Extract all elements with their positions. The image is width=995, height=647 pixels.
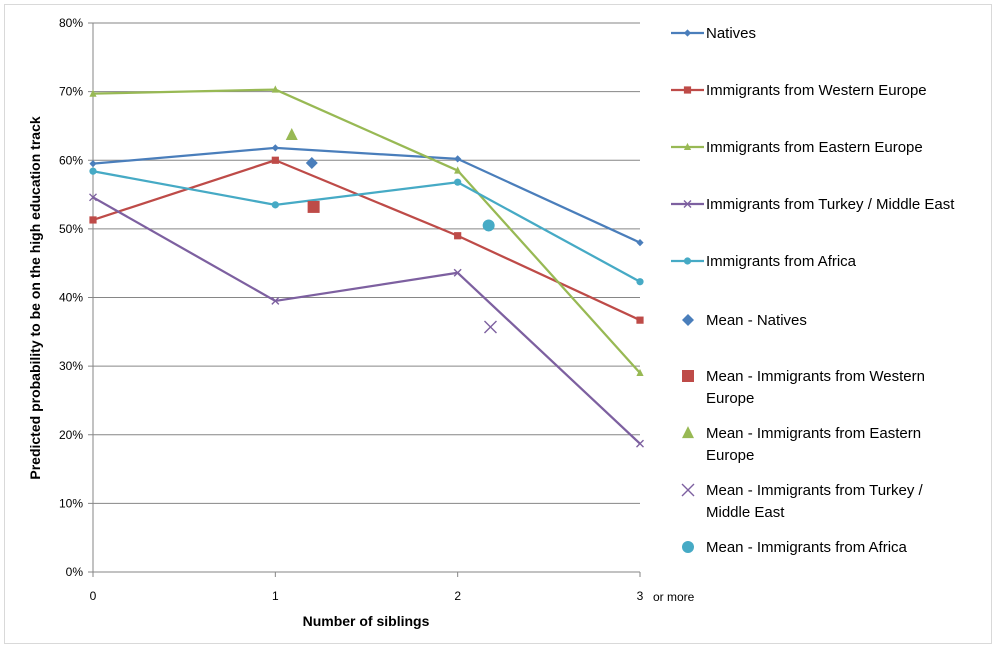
x-tick-label: 3 [637, 589, 644, 603]
legend-marker [682, 370, 694, 382]
data-point [636, 316, 644, 324]
legend-item-mean-immigrants-from-turkey-middle-east: Mean - Immigrants from Turkey / Middle Ea… [681, 482, 924, 521]
x-tick-label: 0 [90, 589, 97, 603]
legend-marker [682, 314, 694, 326]
legend-label: Middle East [706, 504, 785, 521]
legend-label: Immigrants from Western Europe [706, 82, 927, 99]
legend-item-immigrants-from-turkey-middle-east: Immigrants from Turkey / Middle East [671, 196, 955, 213]
mean-markers [285, 127, 497, 334]
legend-label: Mean - Immigrants from Turkey / [706, 482, 924, 499]
legend-item-mean-natives: Mean - Natives [682, 312, 807, 329]
x-tick-label: 1 [272, 589, 279, 603]
legend-item-mean-immigrants-from-western-europe: Mean - Immigrants from Western Europe [682, 368, 925, 407]
y-tick-label: 60% [59, 153, 83, 167]
legend: Natives Immigrants from Western Europe Imm… [671, 25, 955, 556]
legend-marker [683, 142, 692, 151]
data-point [89, 193, 97, 202]
series-immigrants-from-africa [89, 167, 644, 286]
legend-marker [681, 483, 695, 497]
data-point [636, 278, 644, 286]
x-tick-label: 2 [454, 589, 461, 603]
data-point [89, 167, 97, 175]
data-point [636, 439, 644, 448]
legend-label: Europe [706, 390, 754, 407]
y-axis-title: Predicted probability to be on the high … [27, 116, 43, 479]
series-line [92, 170, 641, 283]
y-tick-label: 20% [59, 428, 83, 442]
legend-label: Immigrants from Turkey / Middle East [706, 196, 955, 213]
series-immigrants-from-western-europe [89, 156, 644, 324]
data-point [271, 144, 279, 152]
legend-label: Natives [706, 25, 756, 42]
mean-point-mean-immigrants-from-eastern-europe [285, 127, 298, 140]
legend-marker [682, 541, 694, 553]
legend-item-immigrants-from-eastern-europe: Immigrants from Eastern Europe [671, 139, 923, 156]
data-point [636, 368, 644, 377]
legend-item-immigrants-from-western-europe: Immigrants from Western Europe [671, 82, 927, 99]
gridlines [93, 22, 640, 573]
x-tick-suffix: or more [653, 590, 695, 604]
y-tick-label: 80% [59, 16, 83, 30]
y-tick-label: 10% [59, 496, 83, 510]
mean-point-mean-immigrants-from-western-europe [307, 200, 320, 213]
y-tick-label: 50% [59, 222, 83, 236]
series-immigrants-from-turkey-middle-east [89, 193, 644, 448]
legend-item-mean-immigrants-from-eastern-europe: Mean - Immigrants from Eastern Europe [682, 425, 921, 464]
legend-label: Mean - Immigrants from Africa [706, 539, 908, 556]
y-tick-label: 70% [59, 85, 83, 99]
data-point [89, 216, 97, 224]
mean-point-mean-immigrants-from-turkey-middle-east [483, 320, 497, 334]
series-line [92, 88, 641, 374]
legend-item-natives: Natives [671, 25, 756, 42]
chart-frame [4, 4, 992, 644]
series-immigrants-from-eastern-europe [89, 85, 644, 377]
legend-label: Immigrants from Africa [706, 253, 857, 270]
legend-item-mean-immigrants-from-africa: Mean - Immigrants from Africa [682, 539, 908, 556]
data-point [271, 201, 279, 209]
y-tick-label: 40% [59, 291, 83, 305]
data-point [271, 156, 279, 164]
data-point [454, 166, 462, 174]
series-line [92, 159, 641, 322]
legend-marker [683, 257, 692, 265]
legend-marker [683, 86, 692, 94]
y-tick-label: 0% [66, 565, 84, 579]
y-tick-label: 30% [59, 359, 83, 373]
mean-point-mean-natives [305, 156, 318, 169]
data-point [454, 155, 462, 163]
legend-label: Immigrants from Eastern Europe [706, 139, 923, 156]
mean-point-mean-immigrants-from-africa [482, 219, 495, 232]
axes: 0% 10% 20% 30% 40% 50% 60% 70% 80% 0 1 2 3 or more [59, 16, 695, 604]
series-lines [89, 85, 644, 448]
data-point [454, 178, 462, 186]
data-point [89, 160, 97, 168]
legend-item-immigrants-from-africa: Immigrants from Africa [671, 253, 857, 270]
data-point [89, 89, 97, 97]
series-line [92, 146, 641, 244]
data-point [636, 239, 644, 247]
legend-label: Mean - Natives [706, 312, 807, 329]
legend-marker [682, 426, 694, 439]
data-point [454, 232, 462, 240]
series-line [92, 196, 641, 445]
data-point [453, 268, 462, 277]
legend-marker [683, 200, 692, 208]
data-point [271, 85, 279, 93]
legend-label: Mean - Immigrants from Western [706, 368, 925, 385]
data-point [271, 296, 280, 305]
legend-label: Europe [706, 447, 754, 464]
x-axis-title: Number of siblings [303, 613, 430, 629]
legend-label: Mean - Immigrants from Eastern [706, 425, 921, 442]
series-natives [89, 144, 644, 247]
legend-marker [683, 29, 692, 37]
